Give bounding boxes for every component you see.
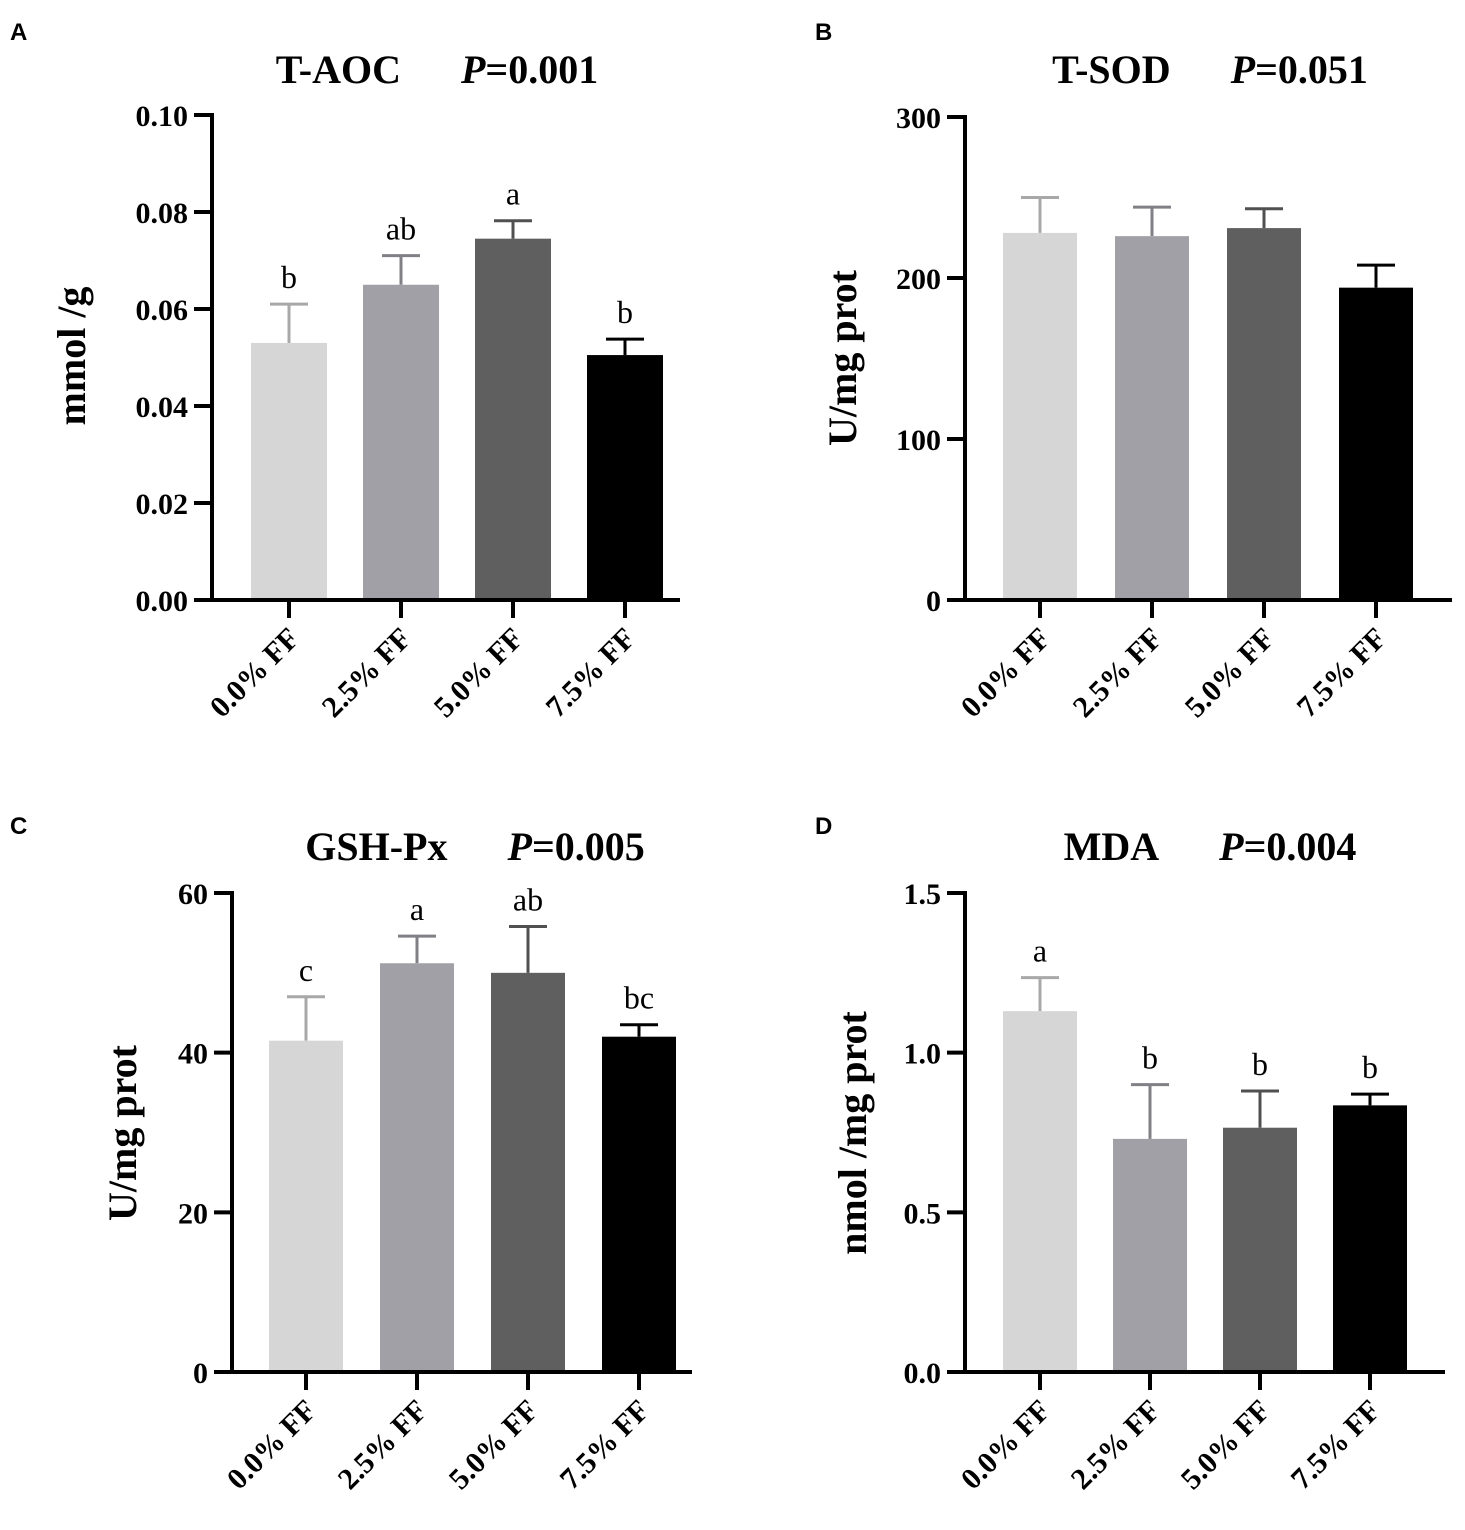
significance-label: b [1252, 1046, 1268, 1082]
bar [363, 284, 439, 600]
y-tick-label: 0.02 [136, 488, 189, 521]
y-axis-label: U/mg prot [820, 269, 865, 446]
y-tick-label: 20 [178, 1197, 208, 1230]
y-tick-label: 60 [178, 878, 208, 911]
y-tick-label: 0.06 [136, 294, 189, 327]
y-tick-label: 0.0 [904, 1357, 942, 1390]
panel-label: D [815, 813, 832, 840]
y-tick-label: 1.0 [904, 1038, 942, 1071]
significance-label: a [1033, 933, 1047, 969]
y-tick-label: 0 [926, 585, 941, 618]
bar [475, 238, 551, 601]
bar [269, 1040, 343, 1372]
chart-title: MDA P=0.004 [1064, 824, 1357, 869]
y-tick-label: 200 [896, 263, 941, 296]
bar [1113, 1138, 1187, 1372]
panel-label: C [10, 813, 27, 840]
bar [587, 355, 663, 600]
y-tick-label: 0.08 [136, 197, 189, 230]
bar [602, 1036, 676, 1372]
bar [1227, 228, 1301, 600]
bar [1115, 236, 1189, 600]
y-tick-label: 0.04 [136, 391, 189, 424]
y-tick-label: 300 [896, 102, 941, 135]
significance-label: c [299, 952, 313, 988]
bar [1223, 1127, 1297, 1372]
y-tick-label: 40 [178, 1038, 208, 1071]
y-tick-label: 100 [896, 424, 941, 457]
y-tick-label: 0.00 [136, 585, 189, 618]
significance-label: a [506, 176, 520, 212]
y-tick-label: 0 [193, 1357, 208, 1390]
bar [380, 963, 454, 1372]
y-tick-label: 0.5 [904, 1197, 942, 1230]
significance-label: a [410, 891, 424, 927]
significance-label: b [1142, 1040, 1158, 1076]
significance-label: ab [386, 211, 416, 247]
bar [1333, 1105, 1407, 1372]
y-tick-label: 1.5 [904, 878, 942, 911]
bar [1003, 1011, 1077, 1372]
significance-label: ab [513, 882, 543, 918]
y-tick-label: 0.10 [136, 100, 189, 133]
chart-title: T-AOC P=0.001 [276, 47, 598, 92]
chart-title: GSH-Px P=0.005 [305, 824, 644, 869]
bar [1003, 232, 1077, 601]
bar [491, 972, 565, 1372]
bar [1339, 287, 1413, 600]
significance-label: b [281, 259, 297, 295]
panel-b: B T-SOD P=0.051 U/mg prot 0.0% FF 2.5% FF 5… [815, 19, 1452, 724]
y-axis-label: nmol /mg prot [830, 1010, 875, 1254]
y-axis-label: mmol /g [49, 287, 94, 426]
panel-label: B [815, 19, 832, 46]
bar [251, 342, 327, 600]
significance-label: bc [624, 980, 654, 1016]
y-axis-label: U/mg prot [100, 1044, 145, 1221]
chart-title: T-SOD P=0.051 [1052, 47, 1368, 92]
significance-label: b [617, 294, 633, 330]
significance-label: b [1362, 1049, 1378, 1085]
panel-label: A [10, 19, 27, 46]
